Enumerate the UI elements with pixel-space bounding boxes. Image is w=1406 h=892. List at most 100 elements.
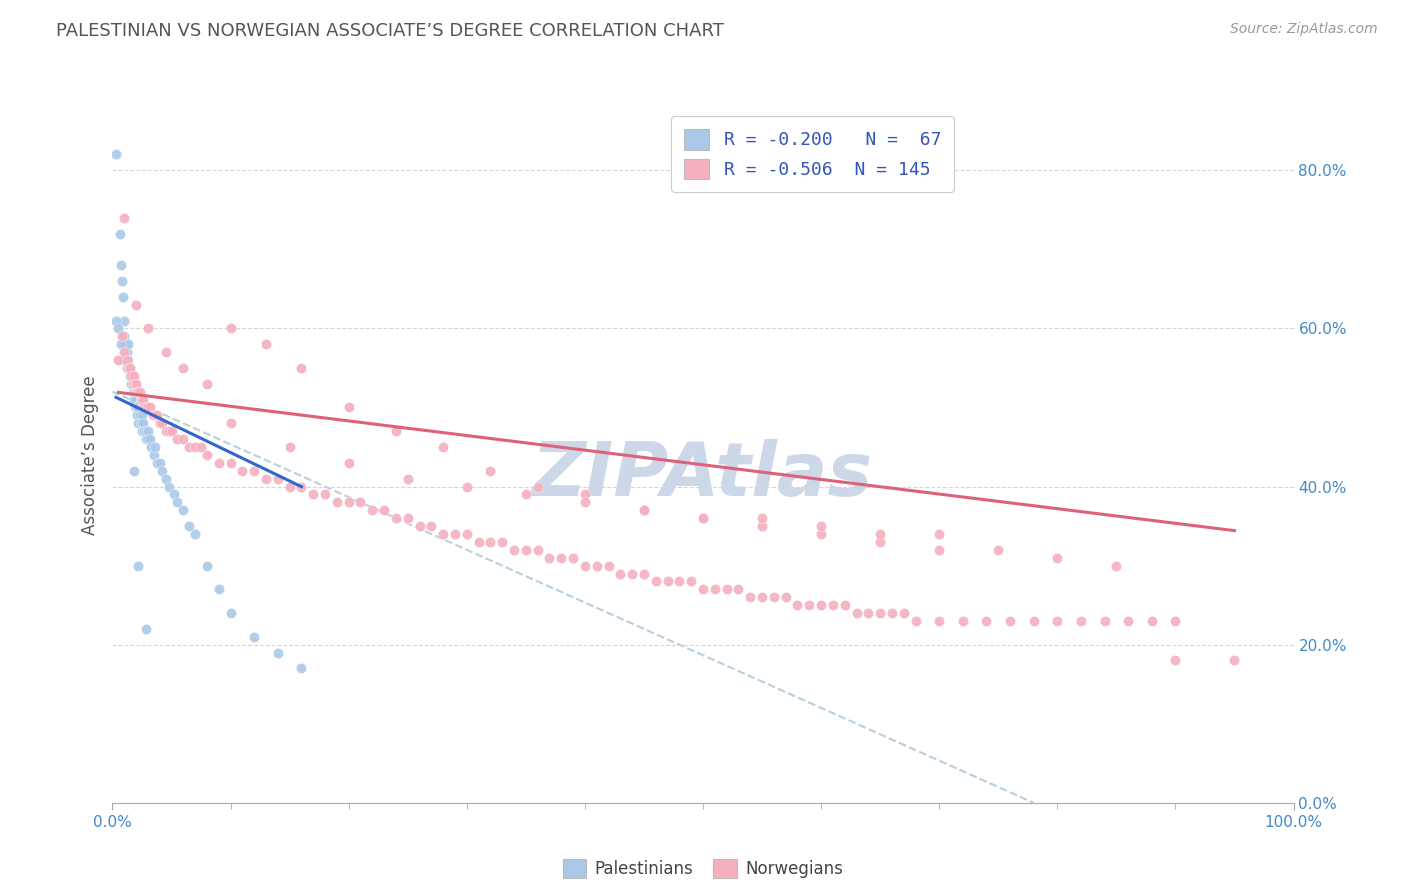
Point [385,511,408,525]
Point [136,424,159,438]
Point [121,376,143,391]
Point [633,503,655,517]
Point [208,582,231,597]
Point [290,661,312,675]
Point [122,392,145,407]
Point [122,384,145,399]
Text: PALESTINIAN VS NORWEGIAN ASSOCIATE’S DEGREE CORRELATION CHART: PALESTINIAN VS NORWEGIAN ASSOCIATE’S DEG… [56,22,724,40]
Point [121,384,143,399]
Point [155,424,177,438]
Point [115,353,138,368]
Point [117,353,139,368]
Point [267,646,290,660]
Point [128,384,150,399]
Point [166,432,188,446]
Point [195,448,218,462]
Point [131,409,153,423]
Point [150,417,173,431]
Point [139,401,162,415]
Point [644,574,666,589]
Point [326,495,349,509]
Point [799,598,821,612]
Point [515,542,537,557]
Point [740,591,762,605]
Point [858,606,880,620]
Point [751,519,773,533]
Point [337,401,360,415]
Point [432,527,454,541]
Point [869,606,891,620]
Point [179,519,201,533]
Point [231,464,253,478]
Point [491,534,513,549]
Point [550,550,572,565]
Point [115,360,138,375]
Point [112,211,135,225]
Point [118,360,141,375]
Point [762,591,785,605]
Point [120,368,142,383]
Point [219,606,242,620]
Point [337,495,360,509]
Point [219,417,242,431]
Point [692,511,714,525]
Point [928,542,950,557]
Point [633,503,655,517]
Point [928,614,950,628]
Point [134,401,156,415]
Point [129,392,152,407]
Point [751,591,773,605]
Point [420,519,443,533]
Point [122,368,145,383]
Point [681,574,703,589]
Point [526,542,548,557]
Point [108,227,131,241]
Point [112,329,135,343]
Point [337,456,360,470]
Point [122,464,145,478]
Point [172,432,194,446]
Point [703,582,725,597]
Point [845,606,868,620]
Point [155,472,177,486]
Point [727,582,749,597]
Point [574,487,596,501]
Point [114,337,136,351]
Point [136,432,159,446]
Point [1223,653,1246,667]
Point [143,409,166,423]
Point [479,534,502,549]
Point [127,384,149,399]
Point [267,472,290,486]
Point [112,353,135,368]
Point [157,479,180,493]
Point [120,368,142,383]
Point [349,495,371,509]
Point [562,550,585,565]
Point [134,424,156,438]
Text: ZIPAtlas: ZIPAtlas [533,439,873,512]
Point [132,392,155,407]
Point [124,401,146,415]
Point [609,566,631,581]
Point [125,392,148,407]
Point [155,345,177,359]
Point [107,353,129,368]
Point [810,519,832,533]
Point [146,409,169,423]
Point [385,424,408,438]
Point [120,376,142,391]
Point [132,417,155,431]
Point [157,424,180,438]
Point [219,321,242,335]
Point [408,519,430,533]
Point [987,542,1010,557]
Point [869,527,891,541]
Point [115,345,138,359]
Point [751,511,773,525]
Point [1046,614,1069,628]
Point [141,440,163,454]
Point [880,606,903,620]
Point [219,456,242,470]
Point [139,432,162,446]
